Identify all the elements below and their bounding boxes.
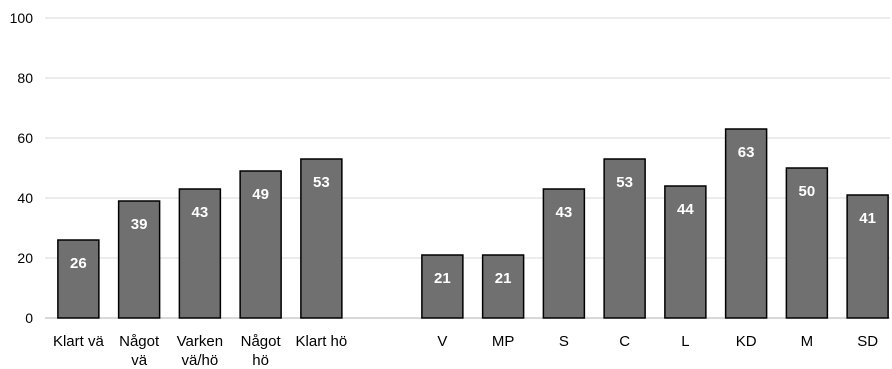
bars: 26 39 43 49 53 21 21 43 53 44 63 50 41: [57, 128, 889, 319]
x-tick-label: SD: [857, 333, 878, 350]
bar: [481, 254, 525, 319]
data-label: 53: [313, 174, 330, 191]
bar: [785, 167, 829, 319]
x-tick-label: C: [619, 333, 630, 350]
y-axis-ticks: 0 20 40 60 80 100: [10, 10, 34, 326]
y-tick-label: 40: [17, 190, 33, 206]
data-label: 21: [495, 270, 512, 287]
data-label: 21: [434, 270, 451, 287]
x-tick-label: hö: [252, 352, 269, 369]
data-label: 26: [70, 255, 87, 272]
x-tick-label: Klart vä: [53, 333, 105, 350]
x-tick-label: Något: [241, 333, 282, 350]
data-label: 41: [859, 210, 876, 227]
x-tick-label: L: [681, 333, 689, 350]
x-tick-label: Klart hö: [296, 333, 348, 350]
data-label: 49: [252, 186, 269, 203]
x-tick-label: KD: [736, 333, 757, 350]
data-label: 39: [131, 216, 148, 233]
data-label: 43: [192, 204, 209, 221]
x-tick-label: V: [437, 333, 447, 350]
x-tick-label: M: [801, 333, 814, 350]
bar: [57, 239, 100, 319]
x-tick-label: Varken: [177, 333, 223, 350]
bar: [664, 185, 707, 319]
bar: [603, 158, 646, 319]
bar: [421, 254, 464, 319]
data-label: 53: [616, 174, 633, 191]
bar: [300, 158, 343, 319]
x-tick-label: vä: [131, 352, 148, 369]
data-label: 44: [677, 201, 694, 218]
x-tick-label: MP: [492, 333, 515, 350]
bar: [178, 188, 222, 319]
y-tick-label: 80: [17, 70, 33, 86]
x-tick-label: Något: [119, 333, 160, 350]
y-tick-label: 20: [17, 250, 33, 266]
x-tick-label: S: [559, 333, 569, 350]
data-label: 43: [556, 204, 573, 221]
data-label: 63: [738, 144, 755, 161]
bar: [239, 170, 282, 319]
x-tick-label: vä/hö: [182, 352, 219, 369]
bar: [724, 128, 768, 319]
y-tick-label: 100: [10, 10, 34, 26]
bar: [117, 200, 161, 319]
data-label: 50: [799, 183, 816, 200]
x-axis-labels: Klart vä Något vä Varken vä/hö Något hö Klart h…: [53, 333, 878, 369]
y-tick-label: 0: [25, 310, 33, 326]
bar: [542, 188, 586, 319]
bar: [846, 194, 889, 319]
y-tick-label: 60: [17, 130, 33, 146]
